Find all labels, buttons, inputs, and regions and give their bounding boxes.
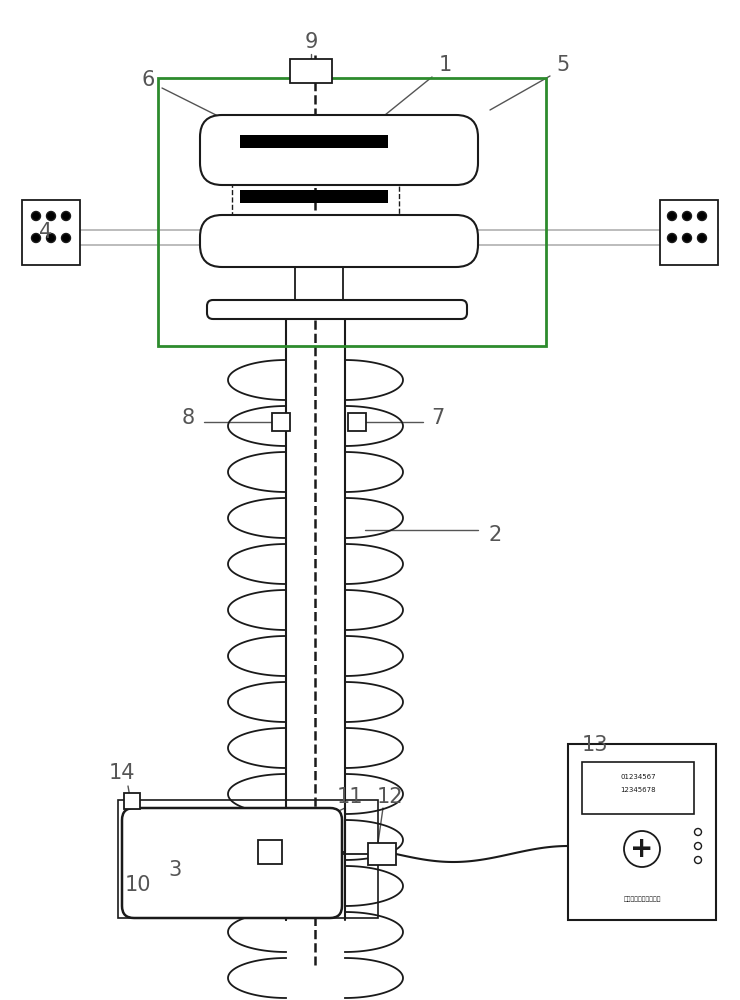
Bar (240, 135, 388, 148)
Bar (660, 200, 718, 265)
Text: 5: 5 (556, 55, 570, 75)
Bar (348, 413, 366, 431)
Circle shape (47, 212, 55, 221)
FancyBboxPatch shape (122, 808, 342, 918)
Text: 11: 11 (337, 787, 363, 807)
Bar (582, 762, 694, 814)
Bar (295, 265, 343, 310)
Circle shape (61, 212, 70, 221)
Circle shape (61, 233, 70, 242)
Circle shape (32, 212, 41, 221)
Text: 3: 3 (169, 860, 181, 880)
Text: 2: 2 (488, 525, 502, 545)
Circle shape (667, 233, 676, 242)
Bar (368, 843, 396, 865)
FancyBboxPatch shape (200, 215, 478, 267)
Circle shape (682, 233, 691, 242)
Bar (240, 190, 388, 203)
Bar (272, 413, 290, 431)
Text: 10: 10 (125, 875, 151, 895)
Bar (258, 840, 282, 864)
Text: 7: 7 (431, 408, 445, 428)
Bar (124, 793, 140, 809)
Text: 8: 8 (181, 408, 195, 428)
Bar (290, 59, 332, 83)
Text: 13: 13 (582, 735, 608, 755)
Circle shape (47, 233, 55, 242)
Text: 9: 9 (304, 32, 317, 52)
Bar (232, 123, 399, 223)
Bar (118, 800, 378, 918)
Circle shape (667, 212, 676, 221)
FancyBboxPatch shape (207, 300, 467, 319)
Circle shape (682, 212, 691, 221)
Bar (22, 200, 80, 265)
Text: 01234567: 01234567 (620, 774, 656, 780)
Text: 1: 1 (438, 55, 451, 75)
Bar (568, 744, 716, 920)
Circle shape (698, 233, 707, 242)
Text: 12345678: 12345678 (620, 787, 656, 793)
Text: 4: 4 (39, 222, 53, 242)
Text: 14: 14 (109, 763, 135, 783)
Text: +: + (630, 835, 653, 863)
Bar (158, 78, 546, 346)
Circle shape (32, 233, 41, 242)
Circle shape (698, 212, 707, 221)
Text: 12: 12 (377, 787, 403, 807)
Text: 6: 6 (141, 70, 155, 90)
Text: 国电智慧互联仪器仪表: 国电智慧互联仪器仪表 (623, 896, 661, 902)
FancyBboxPatch shape (200, 115, 478, 185)
